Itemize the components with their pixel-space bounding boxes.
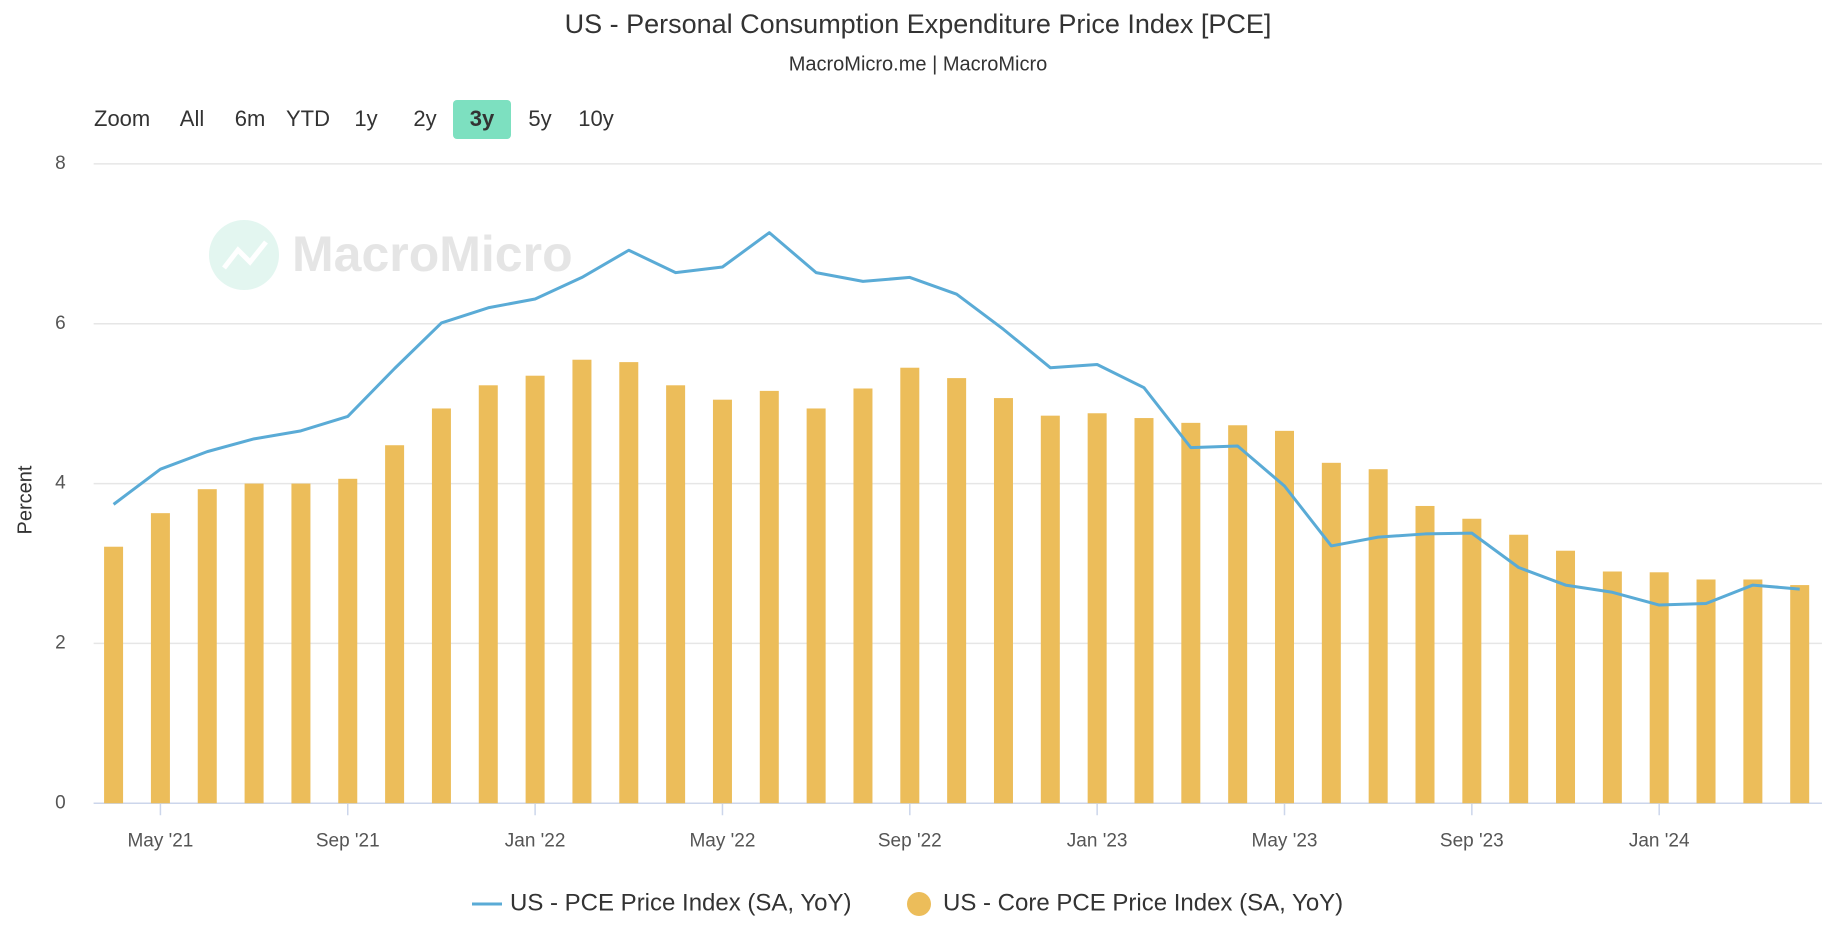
y-tick-label: 8 [55, 153, 66, 174]
bar [150, 513, 170, 804]
bar [759, 390, 779, 804]
chart-subtitle: MacroMicro.me | MacroMicro [789, 53, 1048, 75]
bar [1743, 579, 1763, 804]
x-tick-label: Jan '23 [1067, 830, 1128, 851]
bar [525, 375, 545, 804]
bar [385, 445, 405, 804]
bar [1649, 572, 1669, 804]
bar [1228, 425, 1248, 804]
bar [900, 367, 920, 804]
x-tick-label: May '22 [689, 830, 755, 851]
range-button[interactable]: YTD [286, 106, 330, 131]
bar [572, 359, 592, 804]
bar [1181, 422, 1201, 804]
x-tick-label: Sep '23 [1440, 830, 1504, 851]
watermark: MacroMicro [209, 220, 573, 290]
legend-swatch [907, 892, 931, 916]
x-tick-label: Jan '22 [505, 830, 566, 851]
watermark-text: MacroMicro [292, 226, 573, 282]
bar [806, 408, 826, 804]
range-button[interactable]: 2y [413, 106, 436, 131]
bar [947, 378, 967, 804]
watermark-logo-line [222, 240, 268, 270]
bar [1462, 518, 1482, 804]
line [112, 231, 1800, 607]
range-button[interactable]: 1y [354, 106, 377, 131]
x-tick-label: Jan '24 [1629, 830, 1690, 851]
bar [1134, 418, 1154, 804]
x-tick-label: Sep '21 [316, 830, 380, 851]
zoom-label: Zoom [94, 106, 150, 131]
range-button[interactable]: All [180, 106, 204, 131]
bar [853, 388, 873, 804]
bar [1040, 415, 1060, 804]
legend-label[interactable]: US - PCE Price Index (SA, YoY) [510, 889, 851, 916]
range-button[interactable]: 5y [528, 106, 551, 131]
bar [1696, 579, 1716, 804]
watermark-logo [209, 220, 279, 290]
bar [1509, 534, 1529, 804]
y-tick-label: 2 [55, 632, 66, 653]
chart-title: US - Personal Consumption Expenditure Pr… [565, 9, 1272, 39]
x-tick-label: May '21 [127, 830, 193, 851]
bar [619, 362, 639, 804]
bar [478, 385, 498, 804]
y-axis-label: Percent [14, 465, 36, 534]
range-button[interactable]: 6m [235, 106, 266, 131]
bar [1321, 462, 1341, 804]
bar [104, 546, 124, 804]
bar [1556, 550, 1576, 804]
range-button[interactable]: 10y [578, 106, 613, 131]
bar [1274, 430, 1294, 804]
x-tick-label: Sep '22 [878, 830, 942, 851]
bar [1415, 505, 1435, 804]
bar [1602, 571, 1622, 804]
bar [197, 489, 217, 804]
bar [1087, 413, 1107, 804]
bar [1790, 585, 1810, 804]
y-tick-label: 0 [55, 792, 66, 813]
bar [993, 398, 1013, 804]
legend-label[interactable]: US - Core PCE Price Index (SA, YoY) [943, 889, 1343, 916]
bar [291, 483, 311, 804]
x-tick-label: May '23 [1252, 830, 1318, 851]
bar [1368, 469, 1388, 804]
range-button-bg [453, 100, 511, 139]
y-tick-label: 4 [55, 473, 66, 494]
bar [431, 408, 451, 804]
bar [712, 399, 732, 804]
bar [338, 478, 358, 804]
y-tick-label: 6 [55, 313, 66, 334]
range-button[interactable]: 3y [470, 106, 495, 131]
bar [244, 483, 264, 804]
bar [666, 385, 686, 804]
